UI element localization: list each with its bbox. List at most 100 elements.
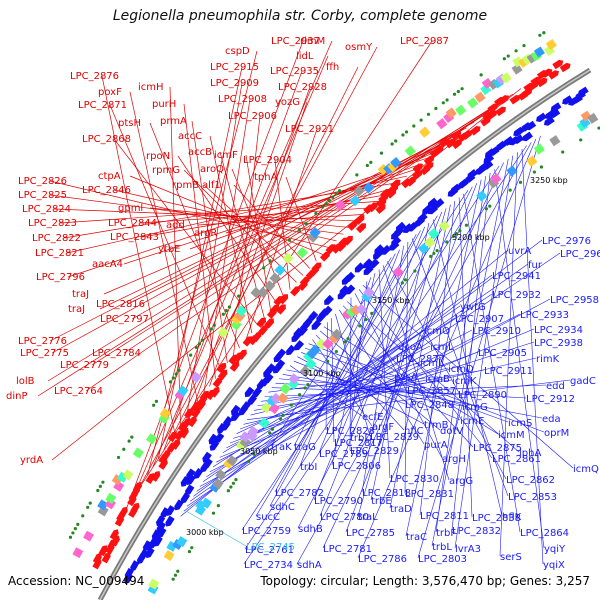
feature-box	[419, 126, 431, 138]
reverse-gene-label: icmS	[508, 418, 532, 429]
forward-gene-arrow	[498, 95, 510, 105]
forward-label-leader	[139, 207, 372, 224]
marker-dot	[370, 311, 374, 315]
forward-gene-label: accC	[178, 131, 202, 142]
feature-box	[105, 492, 117, 504]
marker-dot	[561, 150, 565, 154]
reverse-gene-label: LPC_2864	[520, 528, 569, 539]
reverse-label-leader	[357, 138, 537, 559]
forward-gene-label: LPC_2823	[28, 218, 77, 229]
reverse-gene-label: argF	[372, 422, 394, 433]
forward-gene-label: alf1	[202, 180, 221, 191]
reverse-gene-arrow	[536, 112, 547, 123]
feature-box	[277, 392, 289, 404]
reverse-gene-label: oprM	[544, 428, 569, 439]
forward-gene-arrow	[276, 304, 286, 315]
reverse-gene-arrow	[153, 535, 163, 547]
reverse-gene-label: LPC_2905	[478, 348, 527, 359]
forward-gene-label: accB	[188, 147, 212, 158]
marker-dot	[597, 126, 600, 130]
forward-gene-arrow	[210, 387, 220, 398]
forward-gene-arrow	[161, 449, 171, 461]
reverse-gene-label: LPC_2911	[484, 366, 533, 377]
forward-gene-arrow	[342, 235, 353, 246]
forward-gene-arrow	[290, 286, 300, 297]
forward-gene-arrow	[150, 471, 161, 482]
marker-dot	[231, 481, 235, 485]
reverse-gene-label: LPC_2907	[455, 314, 504, 325]
marker-dot	[522, 43, 526, 48]
forward-gene-label: LPC_2826	[18, 176, 67, 187]
forward-label-leader	[285, 176, 317, 262]
marker-dot	[419, 118, 423, 122]
feature-box	[257, 286, 269, 299]
marker-dot	[445, 240, 449, 244]
forward-gene-label: LPC_2824	[22, 204, 71, 215]
reverse-gene-arrow	[145, 547, 155, 559]
forward-gene-arrow	[216, 362, 227, 374]
forward-gene-label: LPC_2779	[60, 360, 109, 371]
reverse-gene-arrow	[266, 363, 276, 374]
reverse-label-leader	[313, 226, 425, 501]
marker-dot	[539, 165, 544, 169]
forward-gene-label: yrdA	[20, 455, 43, 466]
reverse-gene-label: LPC_2938	[534, 338, 583, 349]
marker-dot	[326, 359, 330, 363]
reverse-gene-arrow	[180, 492, 191, 504]
forward-label-leader	[53, 208, 358, 222]
feature-box	[159, 407, 171, 419]
feature-box	[145, 433, 158, 445]
feature-box	[247, 425, 259, 438]
marker-dot	[343, 340, 347, 344]
forward-gene-label: ctpA	[98, 171, 121, 182]
marker-dot	[579, 138, 583, 142]
marker-dot	[281, 413, 285, 417]
reverse-gene-label: LPC_2832	[452, 526, 501, 537]
feature-box	[190, 371, 202, 383]
marker-dot	[76, 522, 80, 526]
forward-gene-arrow	[548, 70, 559, 80]
forward-gene-label: traJ	[68, 304, 85, 315]
forward-label-leader	[189, 163, 422, 250]
feature-box	[445, 107, 457, 119]
marker-dot	[314, 211, 318, 216]
feature-box	[97, 499, 109, 511]
map-title: Legionella pneumophila str. Corby, compl…	[112, 8, 488, 24]
reverse-gene-label: LPC_2759	[242, 526, 291, 537]
reverse-label-leader	[354, 293, 443, 459]
forward-gene-arrow	[190, 401, 201, 413]
feature-box	[200, 497, 212, 509]
reverse-label-leader	[378, 269, 391, 479]
reverse-label-leader	[417, 135, 541, 559]
feature-box	[282, 252, 294, 264]
reverse-gene-label: LPC_2838	[472, 513, 521, 524]
reverse-gene-label: hflK	[502, 512, 522, 523]
marker-dot	[506, 54, 510, 58]
feature-box	[474, 91, 486, 103]
forward-label-leader	[37, 93, 514, 397]
reverse-gene-label: edd	[546, 381, 565, 392]
feature-box	[274, 264, 286, 276]
forward-gene-arrow	[299, 276, 310, 287]
forward-gene-label: purH	[152, 99, 176, 110]
feature-box	[334, 199, 346, 211]
feature-box	[264, 280, 276, 292]
marker-dot	[174, 372, 178, 376]
reverse-label-leader	[458, 197, 473, 518]
marker-dot	[412, 124, 416, 128]
forward-gene-arrow	[461, 130, 473, 140]
reverse-gene-label: LPC_2910	[472, 326, 521, 337]
reverse-label-leader	[521, 148, 544, 565]
reverse-gene-arrow	[374, 244, 385, 255]
forward-gene-arrow	[319, 251, 330, 262]
feature-box	[511, 63, 523, 75]
forward-gene-arrow	[118, 506, 128, 518]
feature-box	[404, 145, 416, 157]
marker-dot	[441, 101, 445, 105]
reverse-gene-arrow	[186, 474, 196, 485]
feature-box	[533, 46, 545, 58]
reverse-label-leader	[499, 152, 518, 557]
marker-dot	[211, 511, 216, 515]
feature-box	[331, 328, 343, 341]
